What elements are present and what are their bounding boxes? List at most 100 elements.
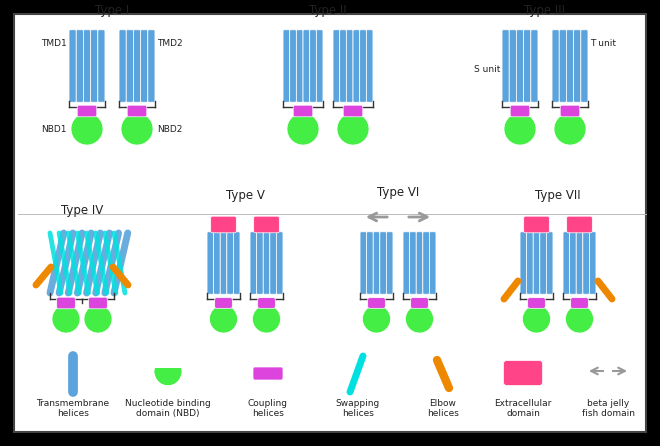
FancyBboxPatch shape (423, 232, 430, 294)
FancyBboxPatch shape (14, 14, 646, 432)
FancyBboxPatch shape (520, 232, 527, 294)
FancyBboxPatch shape (346, 30, 353, 102)
FancyBboxPatch shape (566, 30, 574, 102)
FancyBboxPatch shape (360, 30, 366, 102)
FancyBboxPatch shape (119, 30, 126, 102)
FancyBboxPatch shape (552, 30, 559, 102)
FancyBboxPatch shape (430, 232, 436, 294)
FancyBboxPatch shape (310, 30, 316, 102)
FancyBboxPatch shape (283, 30, 290, 102)
FancyBboxPatch shape (571, 297, 588, 308)
Circle shape (523, 305, 550, 333)
FancyBboxPatch shape (133, 30, 141, 102)
Text: Transmembrane
helices: Transmembrane helices (36, 399, 110, 418)
FancyBboxPatch shape (528, 297, 545, 308)
FancyBboxPatch shape (546, 232, 553, 294)
FancyBboxPatch shape (296, 30, 303, 102)
FancyBboxPatch shape (366, 30, 373, 102)
FancyBboxPatch shape (576, 232, 583, 294)
FancyBboxPatch shape (540, 232, 546, 294)
FancyBboxPatch shape (343, 105, 363, 117)
Circle shape (154, 358, 182, 386)
FancyBboxPatch shape (126, 30, 133, 102)
FancyBboxPatch shape (253, 216, 279, 233)
Text: Type IV: Type IV (61, 204, 103, 217)
Circle shape (253, 305, 280, 333)
FancyBboxPatch shape (293, 105, 313, 117)
FancyBboxPatch shape (510, 105, 530, 117)
FancyBboxPatch shape (340, 30, 347, 102)
Circle shape (504, 113, 536, 145)
Text: Coupling
helices: Coupling helices (248, 399, 288, 418)
FancyBboxPatch shape (583, 232, 589, 294)
FancyBboxPatch shape (270, 232, 277, 294)
Circle shape (52, 305, 80, 333)
Circle shape (84, 305, 112, 333)
FancyBboxPatch shape (502, 30, 509, 102)
FancyBboxPatch shape (69, 30, 76, 102)
Text: Type VI: Type VI (377, 186, 419, 199)
FancyBboxPatch shape (250, 232, 257, 294)
FancyBboxPatch shape (214, 297, 232, 308)
FancyBboxPatch shape (570, 232, 576, 294)
FancyBboxPatch shape (57, 297, 75, 309)
FancyBboxPatch shape (257, 232, 263, 294)
Circle shape (405, 305, 434, 333)
FancyBboxPatch shape (88, 297, 108, 309)
Text: Elbow
helices: Elbow helices (427, 399, 459, 418)
FancyBboxPatch shape (581, 30, 588, 102)
FancyBboxPatch shape (533, 232, 540, 294)
FancyBboxPatch shape (152, 348, 184, 368)
FancyBboxPatch shape (360, 232, 366, 294)
FancyBboxPatch shape (516, 30, 523, 102)
FancyBboxPatch shape (523, 30, 531, 102)
FancyBboxPatch shape (257, 297, 275, 308)
FancyBboxPatch shape (148, 30, 155, 102)
FancyBboxPatch shape (77, 30, 83, 102)
Text: Nucleotide binding
domain (NBD): Nucleotide binding domain (NBD) (125, 399, 211, 418)
Text: Type V: Type V (226, 189, 265, 202)
FancyBboxPatch shape (227, 232, 234, 294)
FancyBboxPatch shape (211, 216, 236, 233)
FancyBboxPatch shape (559, 30, 566, 102)
FancyBboxPatch shape (387, 232, 393, 294)
FancyBboxPatch shape (416, 232, 423, 294)
Text: Type III: Type III (525, 4, 566, 17)
Circle shape (337, 113, 369, 145)
FancyBboxPatch shape (380, 232, 386, 294)
FancyBboxPatch shape (567, 216, 592, 233)
FancyBboxPatch shape (263, 232, 270, 294)
Circle shape (287, 113, 319, 145)
FancyBboxPatch shape (90, 30, 98, 102)
Text: Type I: Type I (95, 4, 129, 17)
Circle shape (209, 305, 238, 333)
Text: Swapping
helices: Swapping helices (336, 399, 380, 418)
Circle shape (566, 305, 593, 333)
FancyBboxPatch shape (207, 232, 214, 294)
FancyBboxPatch shape (214, 232, 220, 294)
Circle shape (362, 305, 391, 333)
FancyBboxPatch shape (277, 232, 283, 294)
FancyBboxPatch shape (527, 232, 533, 294)
FancyBboxPatch shape (83, 30, 90, 102)
FancyBboxPatch shape (510, 30, 516, 102)
FancyBboxPatch shape (353, 30, 360, 102)
FancyBboxPatch shape (234, 232, 240, 294)
Text: Extracellular
domain: Extracellular domain (494, 399, 552, 418)
FancyBboxPatch shape (523, 216, 549, 233)
Circle shape (554, 113, 586, 145)
Text: TMD2: TMD2 (157, 38, 183, 48)
FancyBboxPatch shape (531, 30, 538, 102)
Text: NBD2: NBD2 (157, 124, 182, 133)
FancyBboxPatch shape (504, 360, 543, 385)
FancyBboxPatch shape (253, 367, 283, 380)
FancyBboxPatch shape (303, 30, 310, 102)
FancyBboxPatch shape (411, 297, 428, 308)
Text: Type VII: Type VII (535, 189, 581, 202)
Text: Type II: Type II (309, 4, 346, 17)
FancyBboxPatch shape (563, 232, 570, 294)
Circle shape (71, 113, 103, 145)
FancyBboxPatch shape (367, 232, 373, 294)
FancyBboxPatch shape (290, 30, 296, 102)
FancyBboxPatch shape (77, 105, 97, 117)
